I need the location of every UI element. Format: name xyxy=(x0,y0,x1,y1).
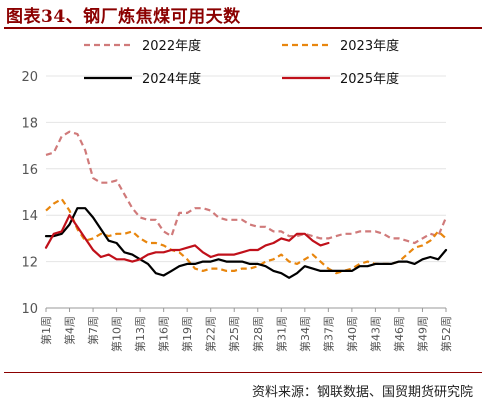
series-line-2 xyxy=(44,207,448,279)
legend-label-0: 2022年度 xyxy=(142,38,201,54)
y-tick-label: 16 xyxy=(21,163,38,178)
legend-label-2: 2024年度 xyxy=(142,71,201,87)
x-tick-label: 第16周 xyxy=(157,316,171,352)
x-tick-label: 第31周 xyxy=(274,316,288,352)
series-line-1 xyxy=(45,197,447,275)
series-lines xyxy=(44,130,448,279)
series-line-3 xyxy=(44,214,330,263)
x-tick-label: 第49周 xyxy=(415,316,429,352)
bottom-rule xyxy=(4,372,482,373)
series-line-0 xyxy=(45,130,448,245)
chart-title: 图表34、钢厂炼焦煤可用天数 xyxy=(6,7,241,27)
x-tick-label: 第1周 xyxy=(39,316,53,345)
x-tick-label: 第28周 xyxy=(251,316,265,352)
x-tick-label: 第37周 xyxy=(321,316,335,352)
legend-label-1: 2023年度 xyxy=(340,38,399,54)
x-tick-label: 第13周 xyxy=(133,316,147,352)
y-grid xyxy=(46,75,446,263)
x-tick-label: 第52周 xyxy=(439,316,453,352)
x-tick-label: 第46周 xyxy=(392,316,406,352)
y-tick-label: 10 xyxy=(21,302,38,317)
x-tick-label: 第4周 xyxy=(63,316,77,345)
y-tick-label: 12 xyxy=(21,256,38,271)
x-tick-label: 第43周 xyxy=(368,316,382,352)
x-tick-label: 第40周 xyxy=(345,316,359,352)
legend-label-3: 2025年度 xyxy=(340,71,399,87)
x-tick-label: 第34周 xyxy=(298,316,312,352)
x-tick-label: 第10周 xyxy=(110,316,124,352)
title-rule xyxy=(4,27,482,29)
x-tick-label: 第7周 xyxy=(86,316,100,345)
x-tick-label: 第22周 xyxy=(204,316,218,352)
y-tick-label: 18 xyxy=(21,116,38,131)
x-tick-label: 第25周 xyxy=(227,316,241,352)
y-tick-label: 20 xyxy=(21,70,38,85)
x-tick-label: 第19周 xyxy=(180,316,194,352)
source-note: 资料来源：钢联数据、国贸期货研究院 xyxy=(251,385,473,400)
x-axis-ticks: 第1周 第4周 第7周 第10周 第13周 第16周 第19周 第22周 第25周 第28周 第31… xyxy=(39,308,453,352)
y-tick-label: 14 xyxy=(21,209,38,224)
legend: 2022年度 2023年度 2024年度 2025年度 xyxy=(84,38,399,87)
y-axis-ticks: 10 12 14 16 18 20 xyxy=(21,70,38,317)
